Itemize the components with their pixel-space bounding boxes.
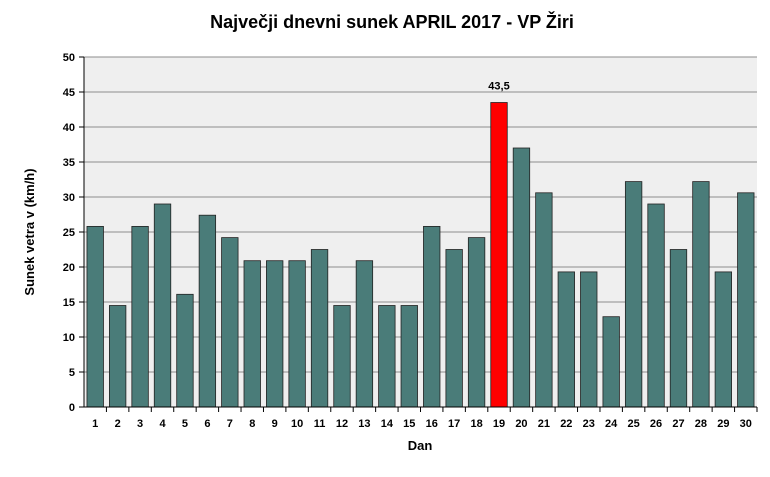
x-tick-label: 11: [314, 418, 326, 430]
bar-day-17: [445, 249, 463, 408]
bar-day-20: [512, 147, 531, 408]
bar-day-11: [310, 249, 329, 408]
x-tick-label: 8: [249, 418, 255, 430]
x-tick-label: 10: [291, 418, 303, 430]
bar-day-10: [288, 260, 306, 408]
x-axis-label: Dan: [408, 438, 433, 453]
y-tick-label: 50: [63, 52, 75, 64]
x-tick-label: 24: [605, 418, 618, 430]
bar-day-30: [737, 192, 755, 408]
x-axis-ticks: 1 2 3 4 5 6 7 8 9 10 11 12 13 14 15 16 17 18 19 20 21 22 23 24 2…: [92, 407, 758, 430]
bar-day-29: [714, 271, 732, 408]
y-tick-label: 10: [63, 332, 75, 344]
bar-day-4: [153, 203, 172, 408]
x-tick-label: 3: [137, 418, 143, 430]
bar-day-22: [557, 271, 575, 408]
x-tick-label: 16: [426, 418, 438, 430]
x-tick-label: 9: [272, 418, 278, 430]
bar-day-6: [198, 214, 217, 408]
bar-day-25: [624, 181, 643, 408]
x-tick-label: 27: [672, 418, 684, 430]
x-tick-label: 7: [227, 418, 233, 430]
x-tick-label: 25: [627, 418, 639, 430]
bar-day-24: [602, 316, 620, 408]
x-tick-label: 18: [470, 418, 482, 430]
y-tick-label: 20: [63, 262, 75, 274]
chart-title: Največji dnevni sunek APRIL 2017 - VP Ži…: [210, 11, 574, 32]
y-axis-ticks: 0 5 10 15 20 25 30 35 40 45 50: [63, 52, 84, 414]
data-labels: 43,5: [488, 81, 509, 93]
x-tick-label: 28: [695, 418, 707, 430]
x-tick-label: 15: [403, 418, 415, 430]
bar-day-26: [647, 203, 665, 408]
bar-day-12: [333, 305, 351, 408]
bar-day-5: [176, 293, 194, 408]
y-tick-label: 0: [69, 402, 75, 414]
bar-day-13: [355, 260, 374, 408]
x-tick-label: 2: [115, 418, 121, 430]
x-tick-label: 26: [650, 418, 662, 430]
x-tick-label: 23: [583, 418, 595, 430]
bars: [86, 102, 755, 408]
y-tick-label: 5: [69, 367, 75, 379]
x-tick-label: 12: [336, 418, 348, 430]
bar-day-18: [467, 237, 486, 408]
bar-day-14: [378, 305, 396, 408]
x-tick-label: 1: [92, 418, 98, 430]
bar-day-9: [266, 260, 284, 408]
y-tick-label: 25: [63, 227, 75, 239]
bar-day-2: [109, 305, 127, 408]
bar-day-21: [535, 192, 553, 408]
x-tick-label: 17: [448, 418, 460, 430]
bar-day-28: [692, 181, 710, 408]
y-tick-label: 35: [63, 157, 75, 169]
x-tick-label: 5: [182, 418, 188, 430]
bar-day-1: [86, 225, 104, 408]
y-tick-label: 45: [63, 87, 75, 99]
x-tick-label: 19: [493, 418, 505, 430]
y-tick-label: 15: [63, 297, 75, 309]
bar-day-16: [423, 225, 441, 408]
x-tick-label: 20: [515, 418, 527, 430]
bar-day-27: [669, 249, 688, 408]
data-label: 43,5: [488, 81, 509, 93]
x-tick-label: 13: [358, 418, 370, 430]
x-tick-label: 21: [538, 418, 550, 430]
y-tick-label: 30: [63, 192, 75, 204]
bar-day-8: [243, 260, 261, 408]
bar-day-19: [490, 102, 508, 408]
x-tick-label: 22: [560, 418, 572, 430]
bar-day-15: [400, 305, 418, 408]
bar-day-23: [580, 271, 598, 408]
x-tick-label: 4: [159, 418, 166, 430]
gridlines: [84, 56, 757, 373]
y-tick-label: 40: [63, 122, 75, 134]
x-tick-label: 29: [717, 418, 729, 430]
bar-day-3: [131, 225, 149, 408]
x-tick-label: 14: [381, 418, 394, 430]
x-tick-label: 30: [740, 418, 752, 430]
y-axis-label: Sunek vetra v (km/h): [22, 168, 37, 295]
bar-day-7: [221, 237, 239, 408]
x-tick-label: 6: [204, 418, 210, 430]
